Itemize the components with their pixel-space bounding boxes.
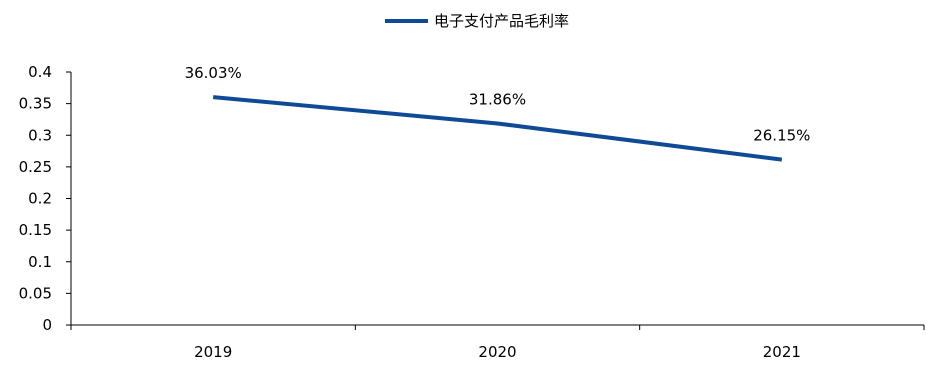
y-tick-label: 0.25 xyxy=(19,158,52,176)
x-tick-label: 2020 xyxy=(478,343,516,361)
y-tick-label: 0.1 xyxy=(28,253,52,271)
data-label: 26.15% xyxy=(753,127,810,145)
y-tick-label: 0.15 xyxy=(19,221,52,239)
series-line xyxy=(212,95,783,162)
y-tick-label: 0.3 xyxy=(28,126,52,144)
y-tick-label: 0 xyxy=(42,316,52,334)
data-label: 31.86% xyxy=(469,90,526,108)
legend-label: 电子支付产品毛利率 xyxy=(434,12,569,30)
series-line-group: 36.03% 31.86% 26.15% xyxy=(185,64,810,162)
x-tick-label: 2019 xyxy=(194,343,232,361)
y-tick-label: 0.4 xyxy=(28,63,52,81)
legend: 电子支付产品毛利率 xyxy=(385,12,569,30)
y-tick-label: 0.2 xyxy=(28,190,52,208)
x-axis: 2019 2020 2021 xyxy=(70,324,925,361)
y-tick-label: 0.05 xyxy=(19,284,52,302)
x-tick-label: 2021 xyxy=(763,343,801,361)
data-label: 36.03% xyxy=(185,64,242,82)
y-tick-label: 0.35 xyxy=(19,95,52,113)
y-axis: 0 0.05 0.1 0.15 0.2 0.25 0.3 0.35 0.4 xyxy=(19,63,72,334)
